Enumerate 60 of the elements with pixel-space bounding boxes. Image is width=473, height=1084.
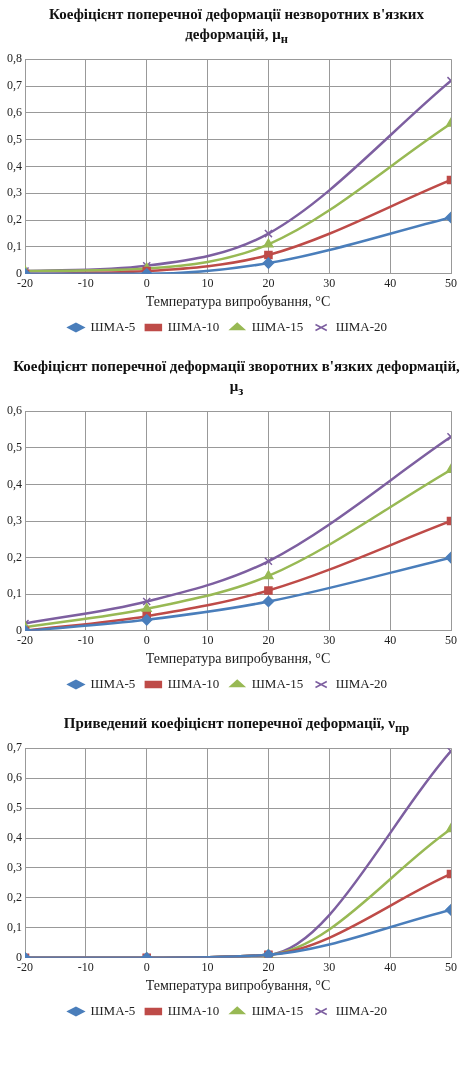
legend-label: ШМА-15 (251, 675, 304, 691)
x-tick-label: 20 (262, 633, 275, 648)
y-tick-label: 0,1 (7, 586, 22, 601)
y-tick-label: 0,1 (7, 920, 22, 935)
legend-label: ШМА-5 (90, 1002, 136, 1018)
y-tick-label: 0,3 (7, 185, 22, 200)
x-tick-label: 0 (143, 960, 150, 975)
x-tick-label: 10 (201, 960, 214, 975)
legend-label: ШМА-15 (251, 1002, 304, 1018)
y-tick-label: 0,4 (7, 476, 22, 491)
x-tick-label: 30 (323, 960, 336, 975)
y-tick-label: 0,5 (7, 131, 22, 146)
chart-title: Коефіцієнт поперечної деформації незворотних в'язких деформацій, μ$_{н}$ (48, 5, 425, 48)
legend-label: ШМА-5 (90, 675, 136, 691)
y-tick-label: 0,2 (7, 549, 22, 564)
x-tick-label: 40 (384, 960, 397, 975)
y-tick-label: 0,6 (7, 770, 22, 785)
x-tick-label: -10 (77, 276, 94, 291)
x-tick-label: 50 (445, 633, 457, 648)
legend-label: ШМА-10 (167, 675, 220, 691)
y-tick-label: 0,3 (7, 860, 22, 875)
y-tick-label: 0,7 (7, 78, 22, 93)
x-tick-label: 10 (201, 633, 214, 648)
x-tick-label: 30 (323, 276, 336, 291)
y-tick-label: 0,7 (7, 740, 22, 755)
x-tick-label: 20 (262, 276, 275, 291)
y-tick-label: 0,5 (7, 800, 22, 815)
y-tick-label: 0,6 (7, 105, 22, 120)
legend-label: ШМА-15 (251, 318, 304, 334)
x-tick-label: 50 (445, 276, 457, 291)
x-tick-label: 40 (384, 633, 397, 648)
y-tick-label: 0,4 (7, 158, 22, 173)
x-tick-label: 50 (445, 960, 457, 975)
y-tick-label: 0,3 (7, 513, 22, 528)
y-tick-label: 0,8 (7, 51, 22, 66)
y-tick-label: 0,2 (7, 890, 22, 905)
y-tick-label: 0,1 (7, 239, 22, 254)
x-tick-label: 10 (201, 276, 214, 291)
chart-title: Коефіцієнт поперечної деформації зворотних в'язких деформацій, μ$_{з}$ (12, 357, 461, 400)
x-tick-label: -10 (77, 960, 94, 975)
y-tick-label: 0,2 (7, 212, 22, 227)
legend-label: ШМА-5 (90, 318, 136, 334)
legend-label: ШМА-20 (335, 675, 388, 691)
chart-title: Приведений коефіцієнт поперечної деформації, ν$_{пр}$ (62, 714, 411, 737)
legend-label: ШМА-20 (335, 318, 388, 334)
x-axis-title: Температура випробування, °С (145, 294, 331, 310)
x-tick-label: 40 (384, 276, 397, 291)
y-tick-label: 0,4 (7, 830, 22, 845)
x-tick-label: 20 (262, 960, 275, 975)
legend-label: ШМА-10 (167, 318, 220, 334)
x-tick-label: -10 (77, 633, 94, 648)
legend-label: ШМА-20 (335, 1002, 388, 1018)
x-axis-title: Температура випробування, °С (145, 651, 331, 667)
x-axis-title: Температура випробування, °С (145, 978, 331, 994)
x-tick-label: 30 (323, 633, 336, 648)
x-tick-label: 0 (143, 633, 150, 648)
x-tick-label: 0 (143, 276, 150, 291)
y-tick-label: 0,6 (7, 403, 22, 418)
legend-label: ШМА-10 (167, 1002, 220, 1018)
y-tick-label: 0,5 (7, 439, 22, 454)
